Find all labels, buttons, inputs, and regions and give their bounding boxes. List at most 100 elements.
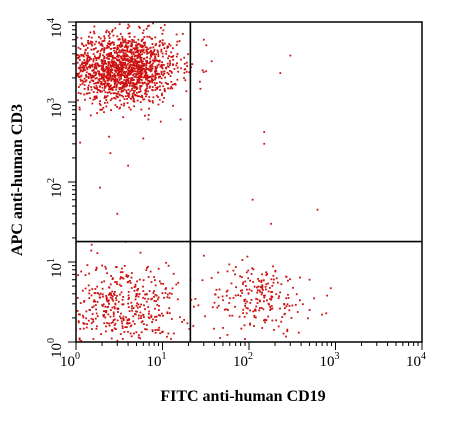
cluster-2-point (133, 323, 136, 325)
cluster-3-point (227, 309, 229, 311)
cluster-2-point (140, 317, 142, 319)
cluster-3-point (264, 321, 266, 324)
cluster-2-point (121, 322, 124, 325)
cluster-1-point (98, 55, 101, 58)
cluster-1-point (108, 58, 110, 60)
cluster-2-point (141, 320, 144, 323)
cluster-2-point (119, 315, 121, 318)
cluster-2-point (91, 306, 94, 309)
cluster-2-point (106, 299, 108, 301)
cluster-1-point (109, 63, 112, 66)
cluster-1-point (119, 51, 122, 54)
cluster-1-point (157, 103, 160, 106)
cluster-2-point (130, 324, 133, 327)
cluster-1-point (85, 54, 88, 57)
cluster-2-point (129, 325, 132, 328)
cluster-3-point (219, 337, 221, 339)
cluster-1-point (115, 86, 118, 89)
cluster-1-point (169, 59, 171, 62)
cluster-3-point (245, 312, 248, 315)
cluster-1-point (139, 55, 141, 58)
cluster-1-point (151, 67, 154, 70)
cluster-1-point (89, 56, 91, 59)
cluster-2-point (113, 327, 116, 330)
cluster-1-point (96, 62, 99, 65)
cluster-1-point (133, 100, 136, 103)
cluster-3-point (213, 301, 216, 304)
x-tick-label: 100 (60, 351, 80, 370)
cluster-2-point (107, 293, 110, 296)
cluster-1-point (87, 41, 89, 44)
cluster-1-point (157, 53, 160, 56)
cluster-1-point (105, 62, 108, 65)
cluster-1-point (121, 70, 123, 72)
cluster-1-point (141, 67, 143, 70)
cluster-3-point (218, 288, 221, 291)
cluster-1-point (153, 50, 155, 53)
cluster-1-point (111, 62, 114, 65)
cluster-3-point (226, 334, 229, 336)
cluster-2-point (172, 272, 175, 275)
cluster-2-point (154, 329, 157, 331)
cluster-1-point (98, 74, 101, 77)
cluster-2-point (126, 276, 129, 278)
cluster-2-point (111, 290, 114, 293)
cluster-1-point (183, 72, 186, 74)
cluster-2-point (88, 292, 91, 295)
cluster-1-point (139, 72, 141, 75)
cluster-3-point (266, 299, 268, 302)
cluster-2-point (88, 297, 91, 299)
cluster-1-point (119, 33, 122, 35)
cluster-1-point (169, 75, 172, 77)
cluster-2-point (106, 272, 108, 275)
cluster-1-point (101, 82, 103, 85)
cluster-1-point (82, 55, 85, 58)
cluster-1-point (149, 57, 151, 60)
cluster-1-point (154, 89, 157, 91)
cluster-1-point (141, 69, 143, 71)
cluster-2-point (96, 301, 99, 303)
cluster-1-point (136, 46, 139, 49)
cluster-2-point (95, 267, 98, 270)
cluster-1-point (120, 103, 123, 106)
cluster-3-point (211, 306, 214, 309)
scattered-point (263, 131, 266, 133)
cluster-1-point (83, 88, 86, 90)
cluster-1-point (151, 73, 154, 76)
cluster-1-point (157, 51, 159, 53)
cluster-1-point (154, 59, 157, 62)
cluster-3-point (313, 297, 315, 300)
cluster-2-point (88, 289, 91, 292)
cluster-1-point (121, 37, 124, 40)
cluster-1-point (188, 71, 191, 74)
cluster-1-point (144, 89, 147, 92)
cluster-3-point (250, 299, 253, 301)
cluster-1-point (77, 54, 80, 57)
cluster-1-point (126, 27, 129, 29)
cluster-1-point (174, 83, 177, 86)
cluster-1-point (149, 50, 152, 53)
cluster-1-point (147, 90, 149, 93)
cluster-3-point (302, 303, 304, 306)
cluster-1-point (134, 64, 137, 67)
cluster-1-point (79, 68, 82, 71)
cluster-2-point (154, 331, 157, 334)
cluster-3-point (256, 291, 259, 294)
cluster-1-point (163, 24, 166, 26)
cluster-2-point (136, 289, 139, 292)
cluster-3-point (246, 288, 248, 291)
cluster-2-point (110, 322, 113, 324)
cluster-1-point (142, 68, 145, 71)
cluster-1-point (180, 58, 182, 61)
cluster-1-point (159, 85, 161, 88)
cluster-1-point (108, 91, 111, 94)
cluster-1-point (120, 56, 123, 59)
cluster-1-point (154, 36, 157, 39)
cluster-1-point (156, 59, 158, 62)
cluster-1-point (139, 57, 142, 60)
cluster-1-point (117, 66, 120, 69)
cluster-3-point (271, 291, 274, 293)
cluster-2-point (101, 304, 104, 306)
cluster-1-point (86, 92, 89, 95)
cluster-1-point (127, 40, 130, 42)
